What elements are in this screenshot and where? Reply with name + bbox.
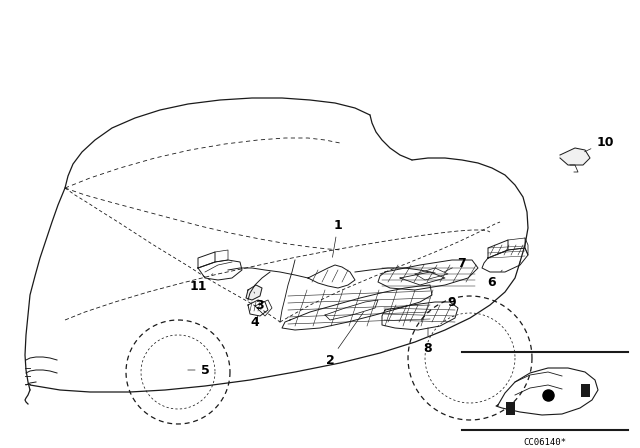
Text: 11: 11 (189, 274, 213, 293)
Polygon shape (560, 148, 590, 165)
Text: 6: 6 (488, 270, 502, 289)
Text: CC06140*: CC06140* (524, 438, 566, 447)
Text: 10: 10 (584, 135, 614, 152)
Text: 5: 5 (188, 363, 209, 376)
Text: 9: 9 (448, 296, 456, 309)
Text: 8: 8 (424, 328, 432, 354)
Text: 1: 1 (332, 219, 342, 257)
Text: 4: 4 (251, 315, 259, 328)
Polygon shape (246, 285, 262, 300)
Text: 3: 3 (254, 292, 264, 311)
Text: 7: 7 (445, 257, 467, 272)
Text: 2: 2 (326, 312, 364, 366)
